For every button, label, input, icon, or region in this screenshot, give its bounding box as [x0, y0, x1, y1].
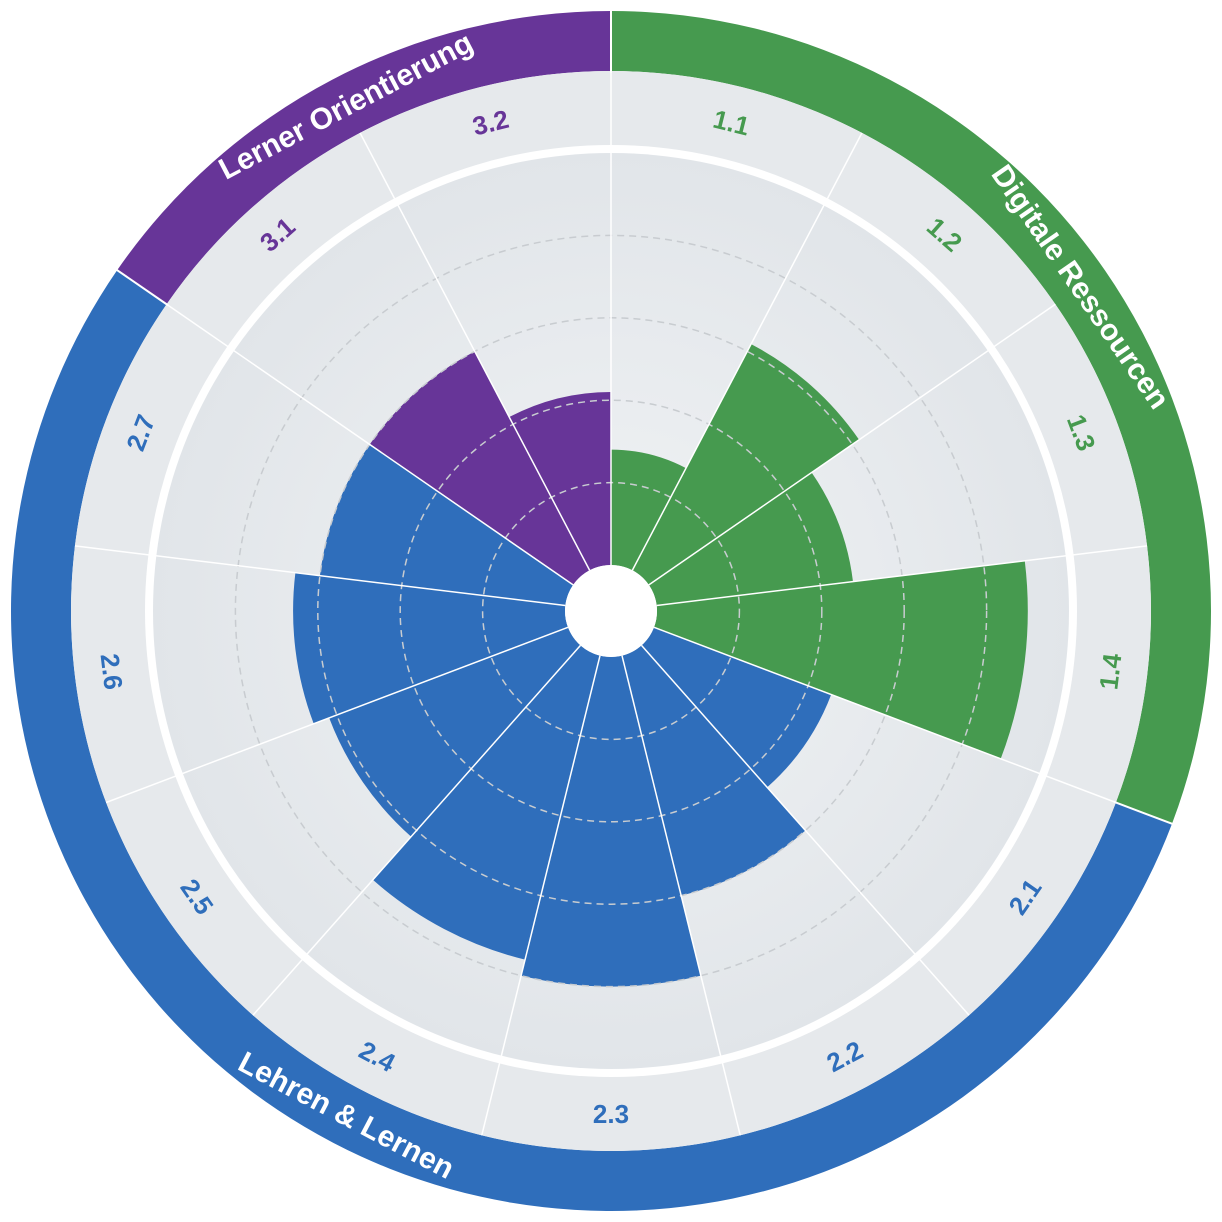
segment-divider: [621, 655, 741, 1136]
wedge-2-5: [329, 627, 581, 837]
grid-ring: [399, 399, 823, 823]
wedge-2-2: [622, 645, 806, 896]
segment-divider: [74, 545, 566, 607]
segment-divider: [481, 655, 601, 1136]
wedge-2-1: [641, 627, 832, 788]
wedge-2-4: [372, 645, 600, 960]
wedge-1-2: [632, 344, 860, 585]
wedge-3-2: [509, 391, 611, 571]
grid-layer: [74, 9, 1175, 1136]
wedge-1-1: [611, 449, 686, 571]
segment-divider: [656, 545, 1148, 607]
wedge-1-4: [654, 560, 1028, 759]
category-band: [117, 11, 611, 305]
segment-divider: [359, 132, 591, 571]
category-band: [11, 270, 1173, 1211]
wedge-2-6: [293, 572, 568, 724]
center-hole: [565, 565, 657, 657]
segment-label: 2.6: [95, 652, 129, 692]
segment-divider: [640, 644, 970, 1016]
wedge-3-1: [369, 351, 590, 585]
segment-divider: [631, 132, 863, 571]
segment-divider: [653, 626, 1117, 804]
segment-label: 2.3: [593, 1099, 629, 1129]
segment-label: 1.4: [1093, 651, 1127, 691]
segment-divider: [105, 626, 569, 804]
segment-divider: [648, 303, 1056, 586]
wedge-1-3: [648, 472, 853, 606]
segment-divider: [252, 644, 582, 1016]
wedge-2-7: [319, 444, 574, 606]
category-divider: [1113, 800, 1175, 826]
category-band: [611, 11, 1211, 824]
segment-divider: [166, 303, 574, 586]
category-divider: [114, 268, 169, 307]
